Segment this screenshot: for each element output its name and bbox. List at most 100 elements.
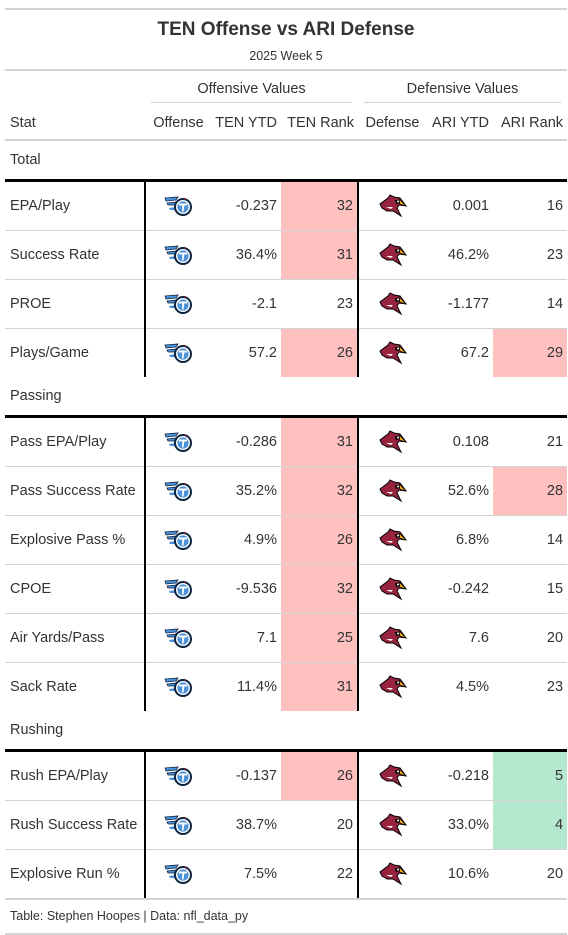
defense-ytd-value: 10.6% [427,849,493,900]
offense-rank-value: 32 [281,180,359,231]
offense-ytd-value: 35.2% [212,466,281,516]
cardinals-logo-icon [358,466,427,516]
col-header-def-ytd: ARI YTD [427,107,493,141]
cardinals-logo-icon [358,181,427,231]
offense-rank-value: 20 [281,800,359,850]
defense-rank-value: 23 [493,230,568,280]
defense-rank-value: 14 [493,515,568,565]
titans-logo-icon [145,279,212,329]
offense-ytd-value: 7.5% [212,849,281,900]
offense-rank-value: 31 [281,662,359,711]
offense-ytd-value: -9.536 [212,564,281,614]
stat-name: CPOE [5,564,146,614]
stat-name: Rush Success Rate [5,800,146,850]
table-row: Pass EPA/Play -0.286 31 0.108 21 [5,416,567,467]
titans-logo-icon [145,328,212,377]
stat-name: Plays/Game [5,328,146,377]
defense-rank-value: 5 [493,750,568,801]
cardinals-logo-icon [358,279,427,329]
cardinals-logo-icon [358,613,427,663]
offense-ytd-value: 7.1 [212,613,281,663]
col-header-def-rank: ARI Rank [493,107,568,141]
defense-ytd-value: 7.6 [427,613,493,663]
defense-ytd-value: 0.108 [452,434,489,450]
stat-name: Explosive Pass % [5,515,146,565]
offensive-spanner: Offensive Values [145,71,358,107]
offense-rank-value: 25 [281,613,359,663]
col-header-defense: Defense [358,107,427,141]
cardinals-logo-icon [358,800,427,850]
titans-logo-icon [145,613,212,663]
offense-ytd-value: -0.137 [235,768,277,784]
defense-rank-value: 29 [493,328,568,377]
group-row: Rushing [5,711,568,752]
defense-ytd-value: -0.242 [427,564,493,614]
titans-logo-icon [145,662,212,711]
table-subtitle: 2025 Week 5 [249,49,323,63]
defense-ytd-value: 52.6% [427,466,493,516]
stat-name: Sack Rate [5,662,146,711]
offense-ytd-value: -0.237 [235,198,277,214]
spanner-row: Offensive Values Defensive Values [5,71,567,107]
defense-rank-value: 4 [493,800,568,850]
table-row: Plays/Game 57.2 26 67.2 29 [5,328,568,377]
group-label: Total [5,140,568,182]
titans-logo-icon [145,466,212,516]
stats-table-container: TEN Offense vs ARI Defense 2025 Week 5 O… [5,8,568,935]
top-rule [5,8,567,10]
titans-logo-icon [145,849,212,900]
offense-ytd-value: 38.7% [212,800,281,850]
column-header-row: Stat Offense TEN YTD TEN Rank Defense AR… [5,107,568,141]
table-row: Explosive Run % 7.5% 22 10.6% 20 [5,849,568,900]
table-row: CPOE -9.536 32 -0.242 15 [5,564,568,614]
titans-logo-icon [145,417,212,467]
stat-name: PROE [5,279,146,329]
stat-name: Pass Success Rate [5,466,146,516]
defense-rank-value: 14 [493,279,568,329]
offense-rank-value: 23 [281,279,359,329]
titans-logo-icon [145,800,212,850]
cardinals-logo-icon [358,662,427,711]
cardinals-logo-icon [358,230,427,280]
defensive-spanner-label: Defensive Values [364,81,562,103]
defense-rank-value: 23 [493,662,568,711]
group-row: Passing [5,377,568,418]
cardinals-logo-icon [358,328,427,377]
source-note: Table: Stephen Hoopes | Data: nfl_data_p… [5,900,567,935]
offense-ytd-value: -0.286 [235,434,277,450]
offense-rank-value: 26 [281,515,359,565]
defense-rank-value: 20 [493,849,568,900]
offense-ytd-value: 4.9% [212,515,281,565]
defense-ytd-value: -0.218 [447,768,489,784]
cardinals-logo-icon [358,417,427,467]
stat-name: Air Yards/Pass [5,613,146,663]
table-row: PROE -2.1 23 -1.177 14 [5,279,568,329]
defense-rank-value: 28 [493,466,568,516]
defense-ytd-value: 0.001 [452,198,489,214]
offense-ytd-value: -2.1 [212,279,281,329]
col-header-offense: Offense [145,107,212,141]
offense-rank-value: 26 [281,328,359,377]
table-row: Pass Success Rate 35.2% 32 52.6% 28 [5,466,568,516]
defense-rank-value: 15 [493,564,568,614]
col-header-off-rank: TEN Rank [281,107,358,141]
titans-logo-icon [145,515,212,565]
table-title: TEN Offense vs ARI Defense [157,19,415,40]
defense-ytd-value: 33.0% [427,800,493,850]
stat-name: Success Rate [5,230,146,280]
group-label: Rushing [5,711,568,752]
col-header-off-ytd: TEN YTD [212,107,281,141]
offense-rank-value: 26 [281,750,359,801]
cardinals-logo-icon [358,849,427,900]
table-row: Success Rate 36.4% 31 46.2% 23 [5,230,568,280]
table-row: Explosive Pass % 4.9% 26 6.8% 14 [5,515,568,565]
col-header-stat: Stat [5,107,145,141]
offense-rank-value: 31 [281,230,359,280]
group-label: Passing [5,377,568,418]
defense-ytd-value: 4.5% [427,662,493,711]
defense-rank-value: 16 [546,198,564,214]
table-row: Rush Success Rate 38.7% 20 33.0% 4 [5,800,568,850]
offense-ytd-value: 36.4% [212,230,281,280]
header-rule [5,69,567,71]
offense-rank-value: 31 [281,416,359,467]
